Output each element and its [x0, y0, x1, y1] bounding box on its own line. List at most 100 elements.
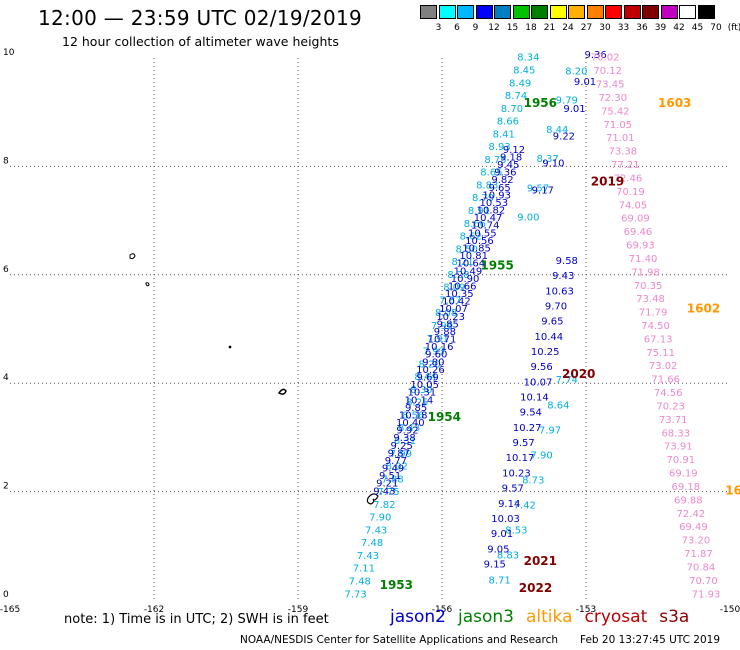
swh-data-label: 10.85: [462, 243, 491, 254]
swh-data-label: 10.14: [405, 395, 434, 406]
swh-data-label: 9.43: [552, 271, 574, 282]
swh-data-label: 73.48: [636, 294, 665, 305]
swh-data-label: 9.54: [520, 408, 542, 419]
color-scale-swatch: [679, 5, 696, 19]
swh-data-label: 8.28: [447, 270, 469, 281]
swh-data-label: 8.74: [505, 91, 527, 102]
swh-data-label: 9.25: [391, 441, 413, 452]
color-scale-label: 33: [617, 23, 630, 33]
swh-data-label: 73.38: [609, 147, 638, 158]
color-scale-label: 6: [454, 23, 460, 33]
pass-time-label: 1953: [380, 578, 413, 592]
swh-data-label: 70.70: [689, 576, 718, 587]
color-scale-swatch: [549, 5, 567, 19]
swh-data-label: 71.05: [603, 120, 632, 131]
swh-data-label: 8.65: [480, 168, 502, 179]
color-scale-label: 12: [488, 23, 500, 33]
swh-data-label: 8.66: [464, 219, 486, 230]
swh-data-label: 7.90: [530, 450, 552, 461]
swh-data-label: 71.01: [606, 133, 635, 144]
swh-data-label: 7.93: [423, 347, 445, 358]
swh-data-label: 75.42: [601, 106, 630, 117]
swh-data-label: 9.79: [556, 96, 578, 107]
swh-data-label: 7.87: [439, 295, 461, 306]
swh-data-label: 9.10: [542, 158, 564, 169]
swh-data-label: 8.49: [509, 78, 531, 89]
swh-data-label: 10.23: [502, 468, 531, 479]
swh-data-label: 9.05: [487, 544, 509, 555]
swh-data-label: 9.58: [556, 256, 578, 267]
color-scale-swatch: [605, 5, 622, 19]
swh-data-label: 9.92: [396, 426, 418, 437]
swh-data-label: 7.43: [365, 525, 387, 536]
swh-data-label: 70.19: [616, 187, 645, 198]
swh-data-label: 9.57: [502, 484, 524, 495]
swh-data-label: 73.45: [596, 80, 625, 91]
swh-data-label: 7.75: [377, 487, 399, 498]
pass-time-label: 2022: [519, 581, 552, 595]
swh-data-label: 72.42: [677, 509, 706, 520]
swh-data-label: 10.93: [482, 190, 511, 201]
x-tick-label: -162: [144, 605, 164, 615]
swh-data-label: 9.60: [425, 350, 447, 361]
swh-data-label: 9.80: [422, 357, 444, 368]
swh-data-label: 10.25: [531, 347, 560, 358]
swh-data-label: 7.43: [357, 551, 379, 562]
y-tick-label: 4: [3, 373, 9, 383]
swh-data-label: 9.77: [385, 456, 407, 467]
swh-data-label: 69.09: [621, 214, 650, 225]
swh-data-label: 7.90: [369, 513, 391, 524]
swh-data-label: 7.97: [539, 425, 561, 436]
swh-data-label: 9.65: [541, 317, 563, 328]
pass-time-label: 1602: [687, 302, 720, 316]
swh-data-label: 10.18: [399, 410, 428, 421]
swh-data-label: 71.87: [684, 549, 713, 560]
swh-data-label: 10.07: [439, 304, 468, 315]
pass-time-label: 1955: [480, 258, 513, 272]
swh-data-label: 74.56: [654, 388, 683, 399]
color-scale-swatch: [475, 5, 493, 19]
swh-data-label: 8.02: [386, 462, 408, 473]
color-scale-label: 24: [562, 23, 574, 33]
swh-data-label: 71.98: [631, 267, 660, 278]
swh-data-label: 9.85: [437, 319, 459, 330]
color-scale-swatch: [586, 5, 604, 19]
color-scale-label: 42: [673, 23, 685, 33]
swh-data-label: 10.81: [459, 251, 488, 262]
swh-data-label: 8.93: [488, 142, 510, 153]
island-outline: [366, 493, 379, 505]
swh-data-label: 9.01: [491, 529, 513, 540]
swh-data-label: 73.91: [664, 442, 693, 453]
swh-data-label: 72.30: [598, 93, 627, 104]
swh-data-label: 7.82: [373, 500, 395, 511]
color-scale-label: 70: [710, 23, 722, 33]
swh-data-label: 70.91: [666, 455, 695, 466]
swh-data-label: 8.91: [468, 206, 490, 217]
grid-layer: [10, 58, 730, 600]
swh-data-label: 9.65: [488, 183, 510, 194]
swh-data-label: 10.82: [477, 206, 506, 217]
swh-data-label: 10.05: [410, 380, 439, 391]
legend-item-jason2: jason2: [390, 607, 446, 627]
swh-data-label: 8.09: [443, 283, 465, 294]
swh-data-label: 8.08: [435, 308, 457, 319]
swh-data-label: 9.21: [376, 479, 398, 490]
x-tick-label: -150: [720, 605, 740, 615]
swh-data-label: 8.73: [522, 475, 544, 486]
swh-data-label: 70.12: [593, 66, 622, 77]
swh-data-label: 8.64: [547, 400, 569, 411]
swh-data-label: 71.66: [651, 375, 680, 386]
swh-data-label: 8.44: [546, 125, 568, 136]
swh-data-label: 77.21: [611, 160, 640, 171]
x-tick-label: -153: [576, 605, 596, 615]
color-scale-label: 9: [472, 23, 479, 33]
island-outline: [145, 282, 150, 287]
swh-data-label: 9.49: [382, 464, 404, 475]
swh-data-label: 7.48: [349, 577, 371, 588]
y-tick-label: 8: [3, 156, 9, 166]
swh-data-label: 9.15: [484, 559, 506, 570]
color-scale-swatch: [568, 5, 585, 19]
swh-data-label: 8.44: [414, 372, 436, 383]
swh-data-label: 7.42: [514, 501, 536, 512]
